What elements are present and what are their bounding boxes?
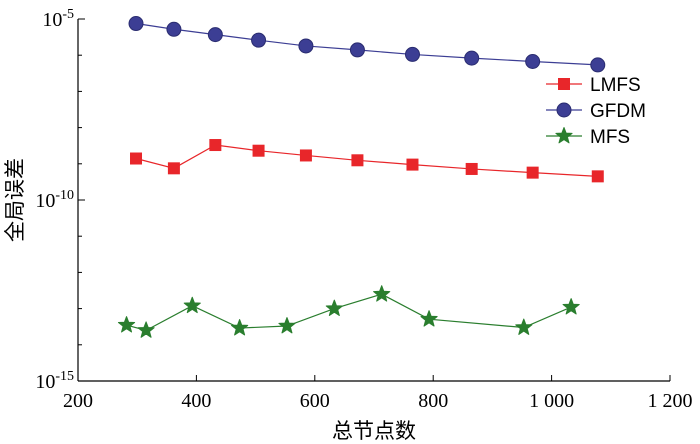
legend-label: MFS bbox=[590, 127, 630, 148]
plot-frame bbox=[78, 19, 670, 381]
x-tick-label: 600 bbox=[300, 390, 330, 412]
data-point-mfs bbox=[278, 317, 296, 334]
data-point-mfs bbox=[562, 298, 580, 315]
y-tick-exponent: -15 bbox=[55, 369, 74, 384]
data-point-mfs bbox=[373, 285, 391, 302]
data-point-gfdm bbox=[166, 21, 182, 37]
x-tick-label: 200 bbox=[63, 390, 93, 412]
x-ticks: 200 400 600 800 1 000 1 200 bbox=[63, 375, 693, 412]
data-point-mfs bbox=[420, 310, 438, 327]
x-tick-label: 1 000 bbox=[529, 390, 574, 412]
data-point-gfdm bbox=[464, 50, 480, 66]
y-tick-base: 10 bbox=[35, 190, 55, 212]
data-point-gfdm bbox=[207, 27, 223, 43]
data-point-gfdm bbox=[128, 16, 144, 32]
data-point-lmfs bbox=[130, 152, 143, 165]
legend-marker bbox=[558, 78, 570, 90]
data-point-lmfs bbox=[406, 158, 419, 171]
series-line-mfs bbox=[126, 293, 572, 332]
legend-item-mfs: MFS bbox=[546, 127, 630, 148]
data-point-gfdm bbox=[525, 53, 541, 69]
data-point-lmfs bbox=[209, 139, 222, 152]
legend-label: LMFS bbox=[590, 75, 641, 96]
data-point-lmfs bbox=[299, 149, 312, 162]
legend-label: GFDM bbox=[590, 101, 646, 122]
series-line-gfdm bbox=[135, 22, 598, 66]
y-tick-exponent: -5 bbox=[62, 7, 74, 22]
data-point-gfdm bbox=[298, 38, 314, 54]
series-gfdm bbox=[128, 16, 606, 73]
data-point-lmfs bbox=[252, 144, 265, 157]
x-tick-label: 800 bbox=[418, 390, 448, 412]
y-tick-label: 10-15 bbox=[35, 369, 74, 393]
data-point-lmfs bbox=[351, 154, 364, 167]
series-lmfs bbox=[130, 139, 604, 183]
y-tick-label: 10-10 bbox=[35, 188, 74, 212]
data-point-lmfs bbox=[465, 162, 478, 175]
data-point-mfs bbox=[137, 321, 155, 338]
legend-item-lmfs: LMFS bbox=[546, 75, 641, 96]
data-point-lmfs bbox=[526, 166, 539, 179]
legend-item-gfdm: GFDM bbox=[546, 101, 646, 122]
y-tick-label: 10-5 bbox=[42, 7, 74, 31]
x-tick-label: 400 bbox=[181, 390, 211, 412]
series-line-lmfs bbox=[135, 144, 598, 177]
series-layer bbox=[117, 16, 606, 338]
x-tick-label: 1 200 bbox=[648, 390, 693, 412]
data-point-lmfs bbox=[167, 162, 180, 175]
y-tick-exponent: -10 bbox=[55, 188, 74, 203]
legend-marker bbox=[556, 102, 572, 118]
y-axis-title: 全局误差 bbox=[3, 158, 27, 242]
data-point-gfdm bbox=[251, 32, 267, 48]
data-point-mfs bbox=[183, 296, 201, 314]
y-tick-base: 10 bbox=[35, 371, 55, 393]
data-point-gfdm bbox=[349, 42, 365, 58]
data-point-mfs bbox=[515, 318, 533, 335]
data-point-gfdm bbox=[404, 46, 420, 62]
y-tick-base: 10 bbox=[42, 9, 62, 31]
data-point-gfdm bbox=[590, 57, 606, 73]
plot-area bbox=[78, 19, 670, 381]
legend-marker bbox=[555, 127, 573, 144]
series-mfs bbox=[117, 285, 580, 338]
data-point-lmfs bbox=[591, 170, 604, 183]
data-point-mfs bbox=[117, 316, 136, 333]
x-axis-title: 总节点数 bbox=[332, 419, 416, 443]
legend: LMFS GFDM MFS bbox=[546, 75, 646, 148]
data-point-mfs bbox=[231, 319, 249, 336]
data-point-mfs bbox=[325, 299, 343, 316]
